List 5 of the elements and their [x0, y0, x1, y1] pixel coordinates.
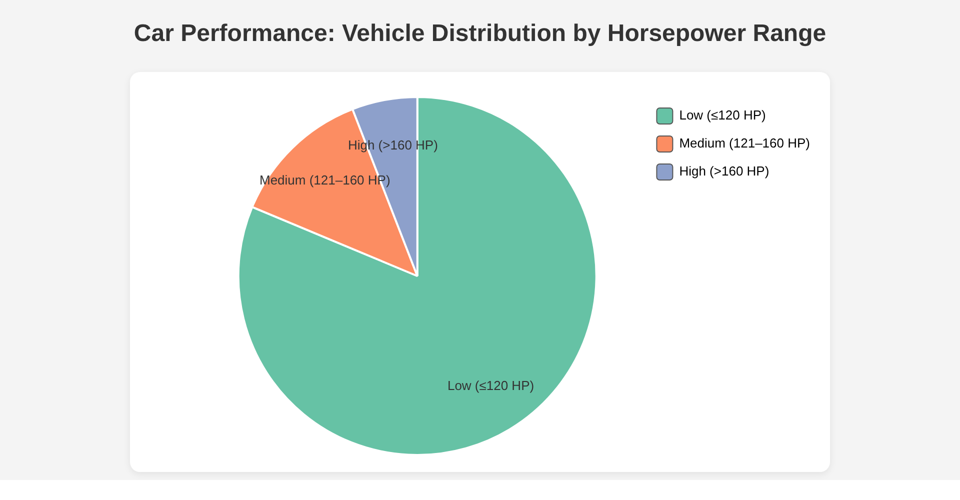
legend-label: Medium (121–160 HP) [679, 136, 810, 151]
chart-title: Car Performance: Vehicle Distribution by Horsepower Range [132, 20, 828, 48]
legend-label: High (>160 HP) [679, 164, 770, 179]
legend-label: Low (≤120 HP) [679, 108, 766, 123]
slice-label: Low (≤120 HP) [447, 378, 534, 393]
